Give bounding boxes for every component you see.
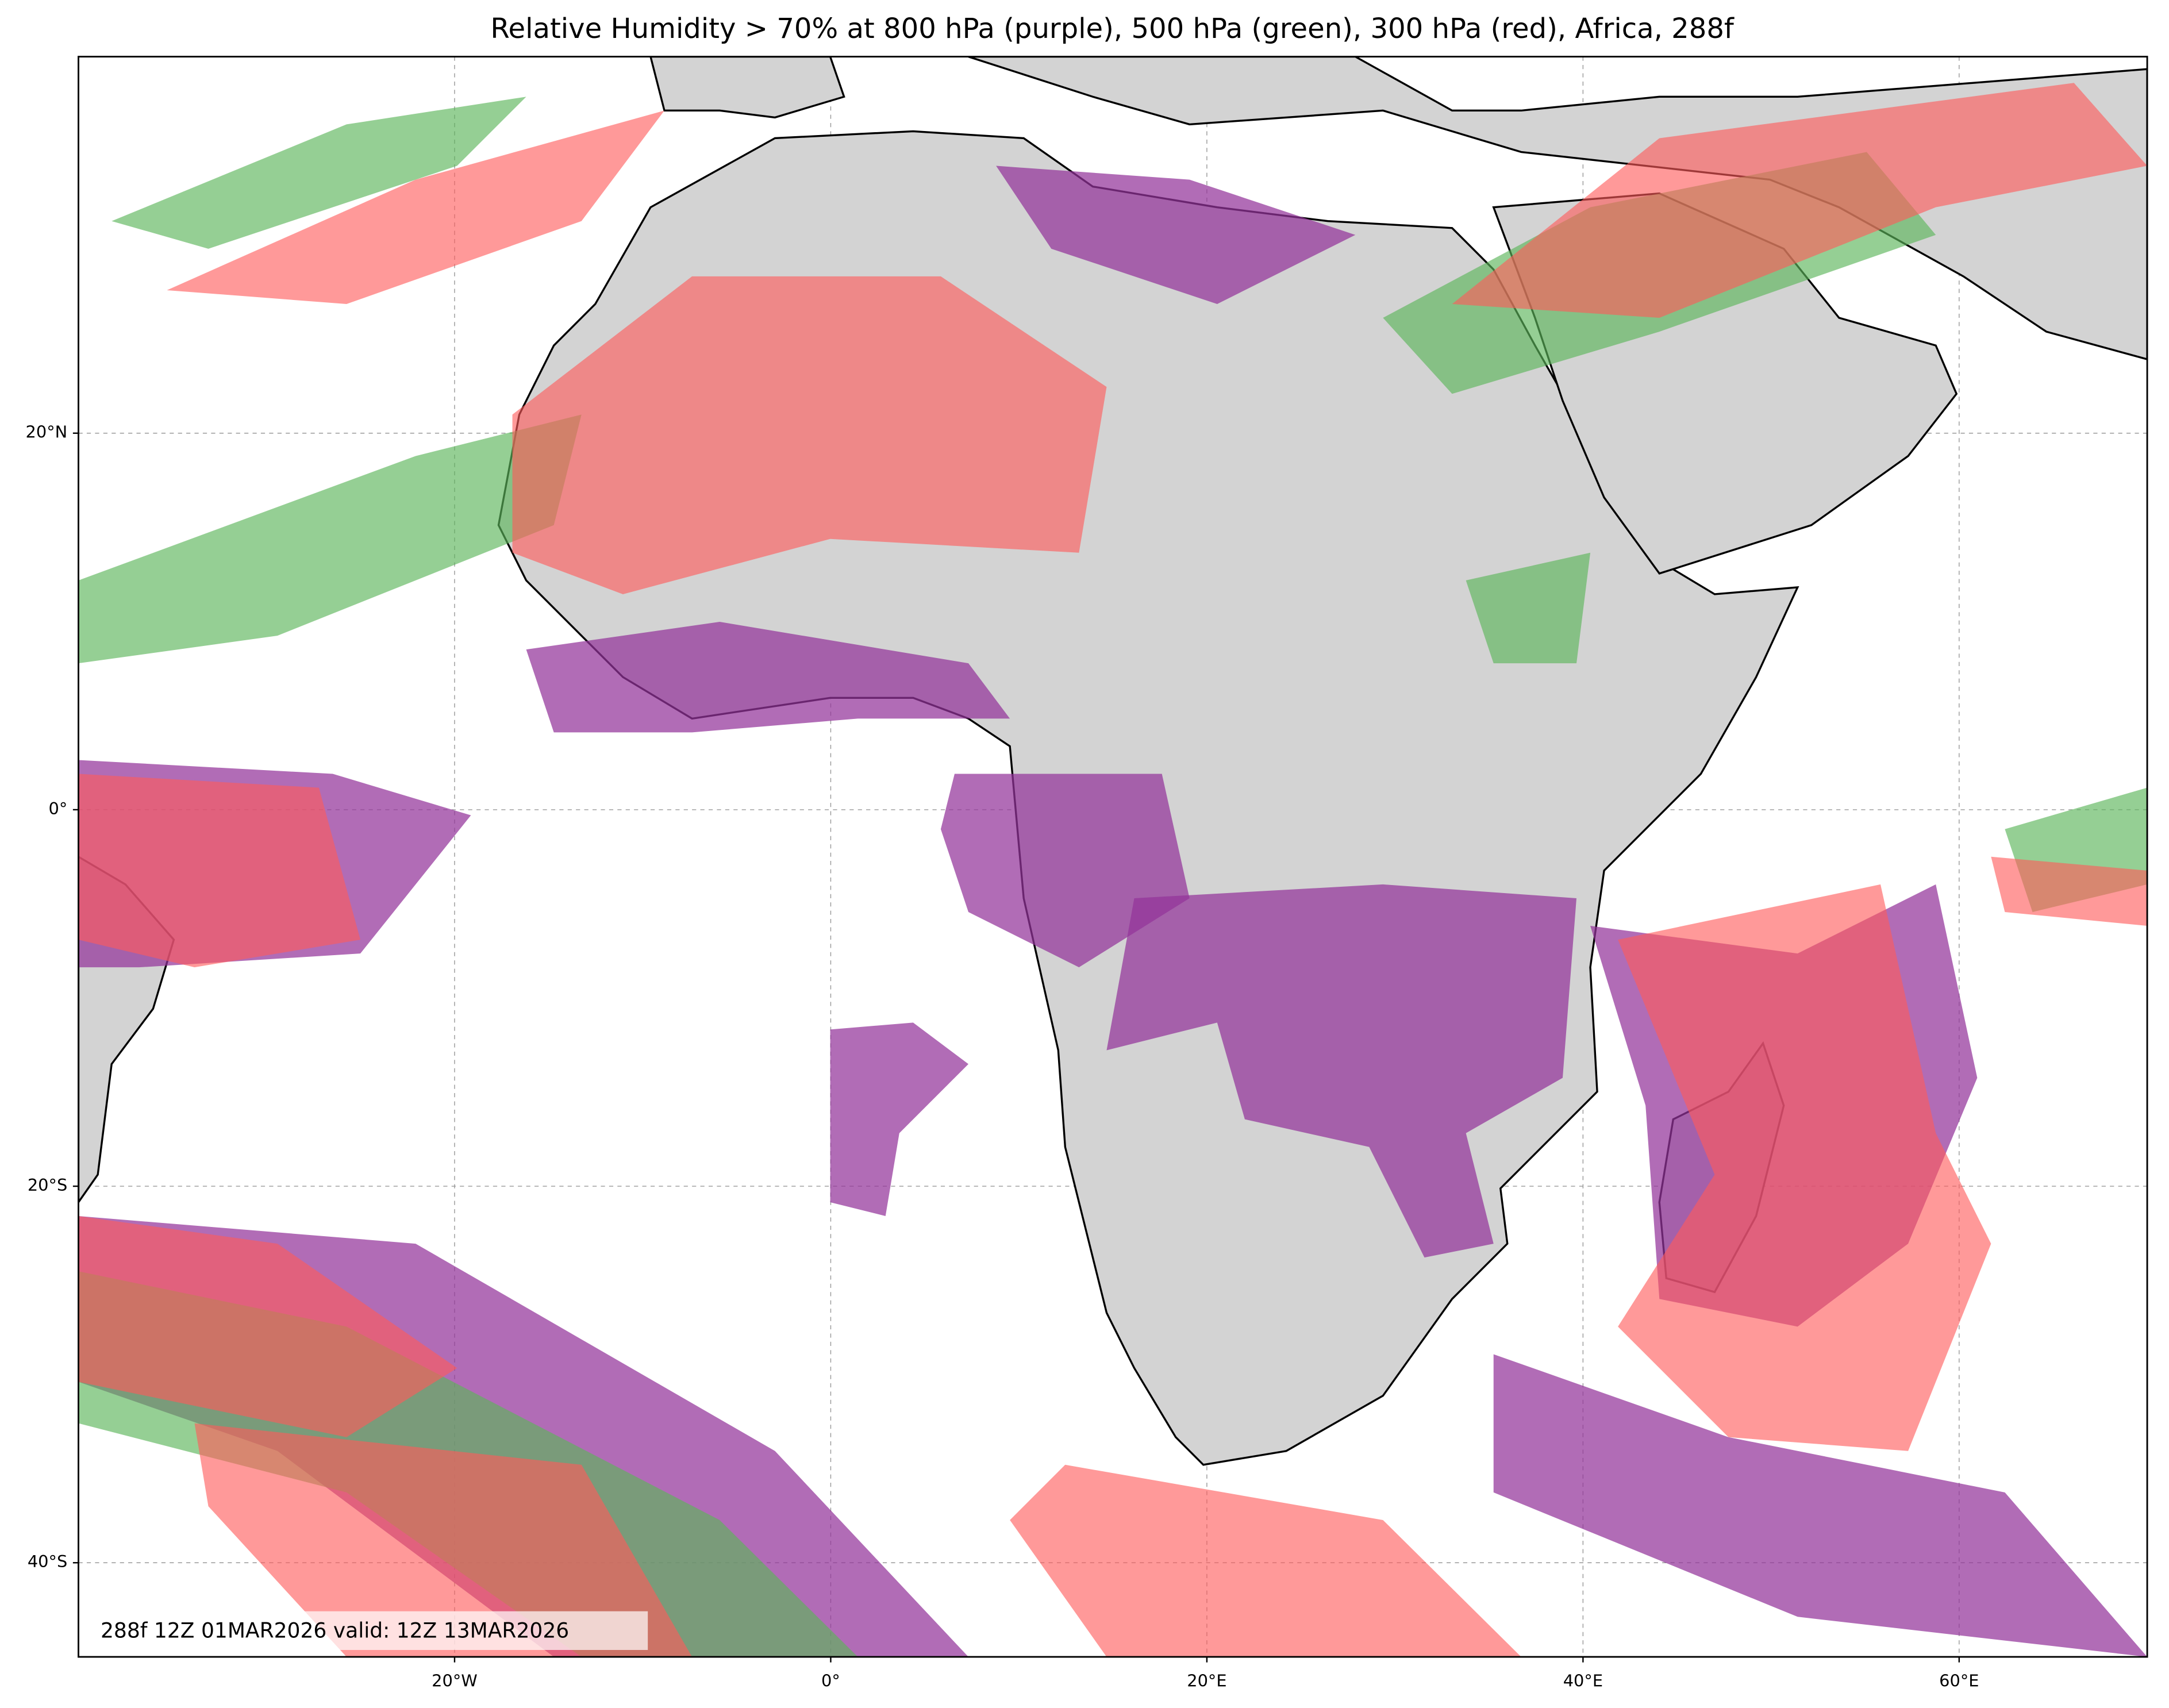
- x-tick-label: 0°: [821, 1671, 840, 1690]
- annotation-box: [86, 1611, 648, 1651]
- y-tick-label: 40°S: [28, 1552, 67, 1571]
- rh-300hpa: [78, 83, 2148, 1657]
- map-area: 288f 12Z 01MAR2026 valid: 12Z 13MAR2026: [78, 56, 2148, 1657]
- map-title: Relative Humidity > 70% at 800 hPa (purp…: [490, 13, 1735, 45]
- x-tick-label: 20°E: [1187, 1671, 1226, 1690]
- valid-time: 288f 12Z 01MAR2026 valid: 12Z 13MAR2026: [101, 1619, 569, 1643]
- y-tick-label: 0°: [48, 799, 67, 818]
- x-tick-label: 20°W: [432, 1671, 478, 1690]
- map-frame: [78, 56, 2148, 1658]
- y-tick-label: 20°S: [28, 1175, 67, 1195]
- x-tick-label: 40°E: [1563, 1671, 1603, 1690]
- tick-labels: 20°W 0° 20°E 40°E 60°E 20°N 0° 20°S 40°S: [26, 422, 1979, 1691]
- y-tick-label: 20°N: [26, 422, 68, 442]
- x-tick-label: 60°E: [1939, 1671, 1979, 1690]
